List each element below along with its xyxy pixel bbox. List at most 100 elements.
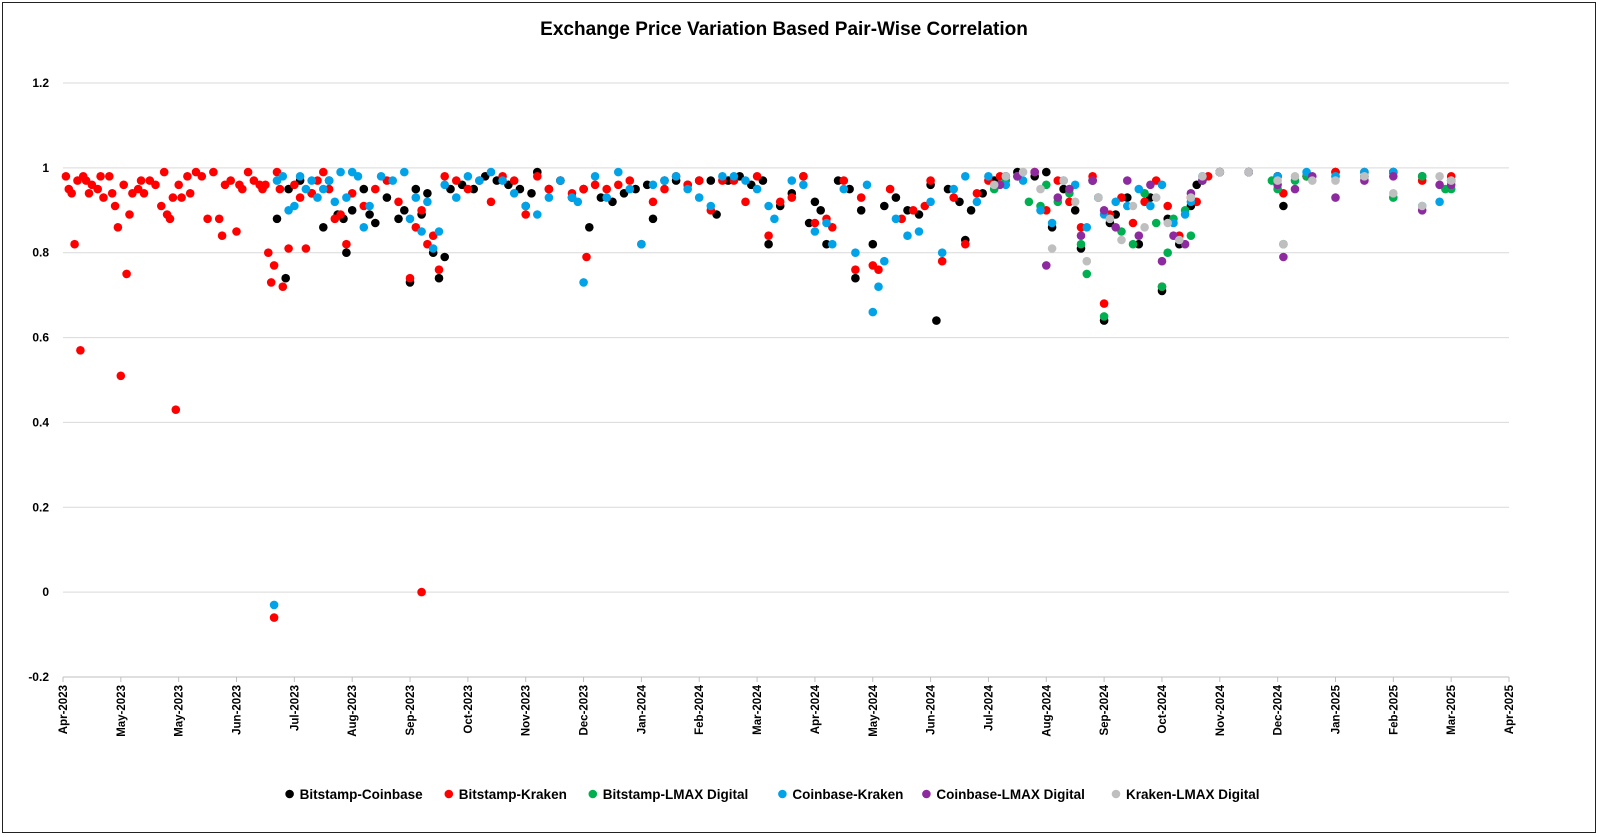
data-point: [660, 176, 669, 185]
data-point: [365, 210, 374, 219]
x-tick-label: Dec-2024: [1273, 684, 1285, 735]
legend-item: Coinbase-Kraken: [778, 787, 903, 802]
data-point: [359, 184, 369, 194]
data-point: [319, 167, 328, 177]
data-point: [67, 189, 76, 198]
data-point: [411, 184, 421, 194]
data-point: [1128, 201, 1138, 211]
legend-item: Bitstamp-Kraken: [444, 787, 567, 802]
data-point: [278, 282, 288, 292]
data-point: [706, 176, 716, 185]
legend-item: Bitstamp-Coinbase: [285, 787, 423, 802]
data-point: [1053, 193, 1063, 202]
data-point: [174, 180, 183, 190]
x-tick-label: Feb-2025: [1388, 684, 1400, 734]
data-point: [1082, 256, 1092, 266]
x-tick-label: Nov-2023: [521, 685, 533, 736]
data-point: [1076, 239, 1086, 249]
data-point: [226, 176, 235, 185]
data-point: [706, 201, 716, 211]
legend-label: Bitstamp-Kraken: [459, 787, 567, 802]
data-point: [810, 197, 820, 207]
data-point: [70, 239, 79, 249]
data-point: [371, 218, 380, 228]
data-point: [1163, 248, 1172, 257]
data-point: [243, 167, 253, 177]
x-tick-label: Mar-2024: [752, 684, 764, 734]
data-point: [828, 239, 837, 249]
data-point: [353, 172, 363, 181]
data-point: [159, 167, 169, 177]
data-point: [1151, 193, 1161, 202]
data-point: [295, 172, 305, 181]
data-point: [1389, 172, 1398, 181]
data-point: [1111, 223, 1120, 232]
x-tick-label: Mar-2025: [1446, 684, 1458, 734]
data-point: [602, 193, 611, 202]
data-point: [891, 193, 901, 202]
data-point: [1134, 231, 1144, 240]
data-point: [434, 227, 444, 236]
data-point: [238, 184, 247, 194]
chart-title: Exchange Price Variation Based Pair-Wise…: [540, 19, 1028, 40]
data-point: [868, 307, 878, 317]
data-point: [972, 189, 982, 198]
data-point: [579, 278, 588, 287]
data-point: [625, 176, 635, 185]
data-point: [891, 214, 901, 224]
y-tick-label: 0.2: [32, 500, 49, 514]
data-point: [914, 227, 924, 236]
data-point: [342, 193, 351, 202]
data-point: [582, 252, 591, 262]
data-point: [585, 223, 594, 232]
data-point: [614, 167, 623, 177]
data-point: [810, 227, 820, 236]
data-point: [810, 218, 820, 228]
legend-item: Kraken-LMAX Digital: [1111, 787, 1260, 802]
data-point: [868, 239, 878, 249]
data-point: [336, 167, 345, 177]
data-point: [625, 184, 635, 194]
scatter-chart: Exchange Price Variation Based Pair-Wise…: [28, 19, 1516, 802]
data-point: [851, 273, 860, 283]
data-point: [1215, 167, 1225, 177]
data-point: [275, 184, 285, 194]
legend-label: Kraken-LMAX Digital: [1126, 787, 1260, 802]
data-point: [949, 184, 958, 194]
y-tick-label: 0: [42, 585, 49, 599]
data-point: [1279, 252, 1288, 262]
data-point: [203, 214, 212, 224]
data-point: [417, 206, 426, 215]
data-point: [440, 252, 450, 262]
data-point: [822, 218, 831, 228]
legend-marker: [1111, 789, 1121, 799]
data-point: [423, 189, 432, 198]
data-point: [313, 193, 322, 202]
data-point: [1290, 172, 1300, 181]
legend-label: Coinbase-LMAX Digital: [936, 787, 1085, 802]
legend-marker: [444, 789, 454, 799]
data-point: [533, 210, 542, 219]
data-point: [989, 180, 999, 190]
data-point: [434, 273, 444, 283]
data-point: [961, 172, 970, 181]
data-point: [347, 206, 357, 215]
data-point: [264, 248, 273, 257]
data-point: [509, 189, 519, 198]
data-point: [1065, 184, 1074, 194]
data-point: [171, 405, 181, 415]
data-point: [874, 265, 883, 275]
data-point: [382, 193, 392, 202]
data-point: [908, 206, 918, 215]
x-tick-label: Oct-2023: [463, 685, 475, 734]
data-point: [1128, 239, 1138, 249]
data-point: [463, 184, 473, 194]
data-point: [764, 239, 773, 249]
data-point: [394, 214, 403, 224]
data-point: [122, 269, 131, 279]
data-point: [961, 239, 970, 249]
data-point: [602, 184, 611, 194]
data-point: [405, 273, 415, 283]
x-tick-label: Apr-2023: [58, 685, 70, 734]
data-point: [1279, 239, 1288, 249]
